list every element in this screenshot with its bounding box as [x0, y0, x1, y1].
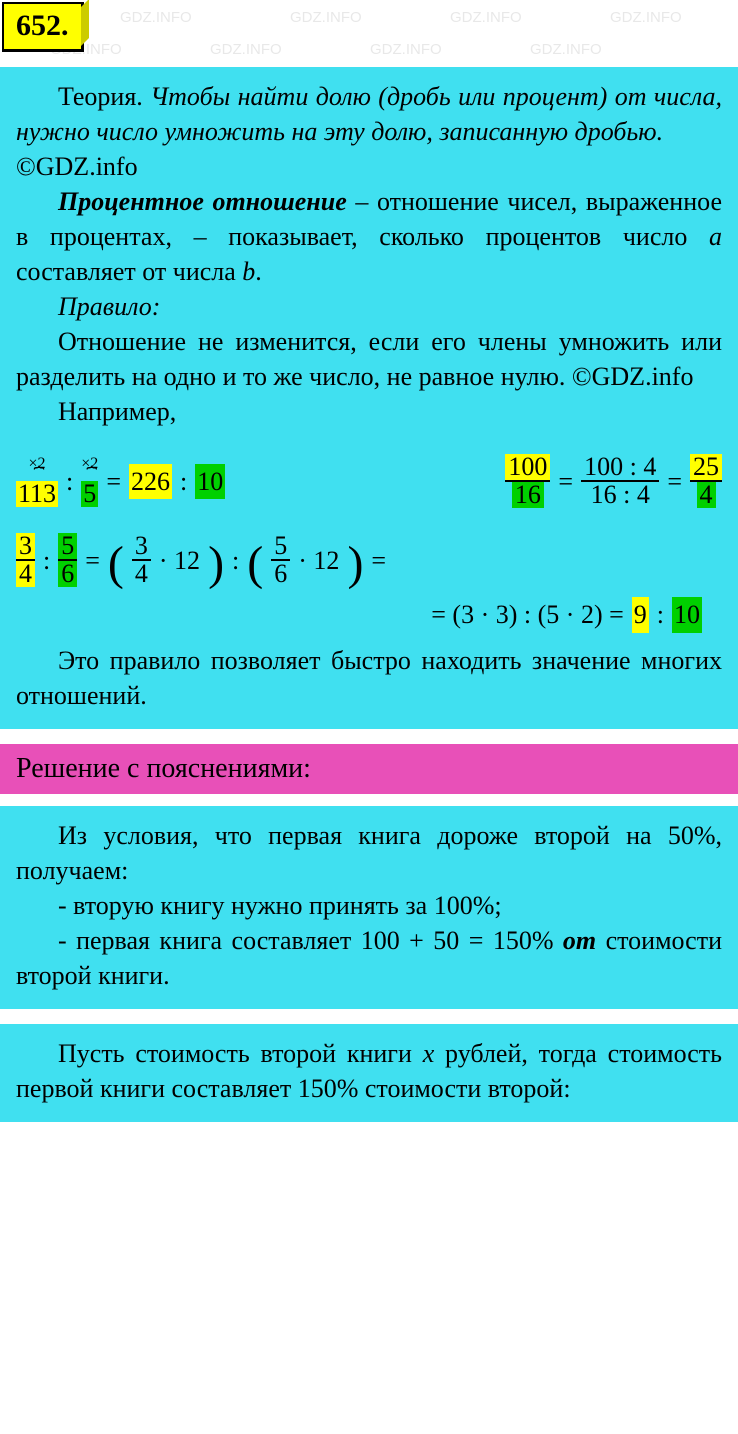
lparen-icon: ( — [247, 545, 263, 583]
example-label: Например, — [16, 394, 722, 429]
solution-header: Решение с пояснениями: — [0, 744, 738, 794]
fraction-example: 100 16 = 100 : 4 16 : 4 = 25 4 — [505, 454, 722, 508]
definition-para: Процентное отношение – отношение чисел, … — [16, 184, 722, 289]
problem-number: 652. — [16, 9, 69, 42]
rule-text: Отношение не изменится, если его члены у… — [16, 324, 722, 394]
overbrace-1: ×2 ⏞ 113 — [16, 456, 58, 507]
solution-bullet-2: - первая книга составляет 100 + 50 = 150… — [16, 923, 722, 993]
lparen-icon: ( — [108, 545, 124, 583]
frac-3-4: 3 4 — [16, 533, 35, 587]
theory-para: Теория. Чтобы найти долю (дробь или проц… — [16, 79, 722, 149]
theory-section: Теория. Чтобы найти долю (дробь или проц… — [0, 67, 738, 729]
term: Процентное отношение — [58, 187, 347, 216]
frac-25-4: 25 4 — [690, 454, 722, 508]
solution-intro: Из условия, что первая книга дороже втор… — [16, 818, 722, 888]
rparen-icon: ) — [208, 545, 224, 583]
overbrace-2: ×2 ⏞ 5 — [81, 456, 98, 507]
fraction-ratio-example: 3 4 : 5 6 = ( 3 4 · 12 ) : ( 5 6 · 12 ) — [16, 533, 722, 587]
frac-5-6: 5 6 — [58, 533, 77, 587]
theory-label: Теория. — [58, 82, 143, 111]
problem-number-badge: 652. — [2, 2, 84, 52]
frac-100-16: 100 16 — [505, 454, 550, 508]
solution-section-2: Пусть стоимость второй книги x рублей, т… — [0, 1024, 738, 1122]
rule-label: Правило: — [16, 289, 722, 324]
copyright-line: ©GDZ.info — [16, 149, 722, 184]
solution-bullet-1: - вторую книгу нужно принять за 100%; — [16, 888, 722, 923]
fraction-ratio-line2: = (3 · 3) : (5 · 2) = 9 : 10 — [16, 597, 722, 632]
theory-conclusion: Это правило позволяет быстро находить зн… — [16, 643, 722, 713]
rparen-icon: ) — [347, 545, 363, 583]
solution-section-1: Из условия, что первая книга дороже втор… — [0, 806, 738, 1009]
frac-reduced: 100 : 4 16 : 4 — [581, 454, 659, 508]
solution-let: Пусть стоимость второй книги x рублей, т… — [16, 1036, 722, 1106]
ratio-example-1: ×2 ⏞ 113 : ×2 ⏞ 5 = 226 : 10 — [16, 456, 225, 507]
example-row-1: ×2 ⏞ 113 : ×2 ⏞ 5 = 226 : 10 100 16 — [16, 444, 722, 518]
